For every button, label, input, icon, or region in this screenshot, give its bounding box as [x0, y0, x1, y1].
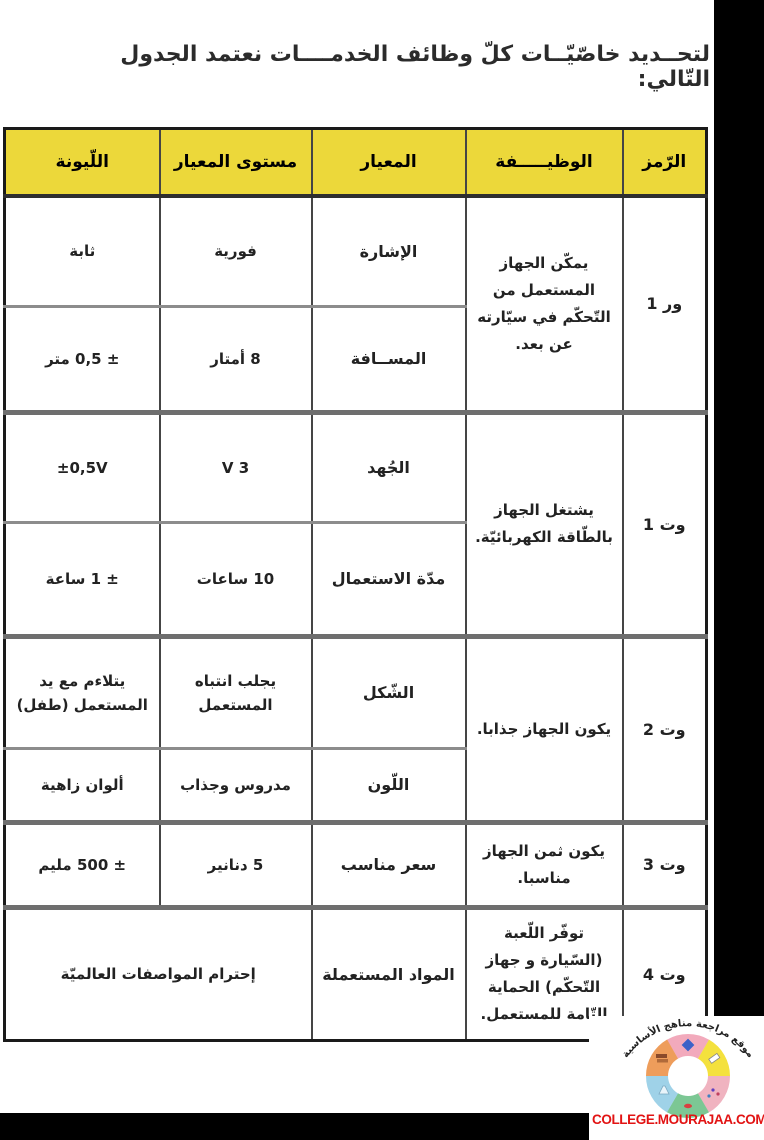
table-row: وت 2 يكون الجهاز جذابا. الشّكل يجلب انتب…: [3, 633, 708, 823]
cell-code: وت 3: [621, 819, 708, 908]
cell-flexibility: ألوان زاهية: [3, 746, 161, 823]
table-header-row: الرّمز الوظيـــــفة المعيار مستوى المعيا…: [3, 127, 708, 198]
cell-function: يكون الجهاز جذابا.: [464, 633, 624, 823]
logo-fish-icon: [684, 1103, 692, 1109]
header-flexibility: اللّيونة: [3, 127, 161, 198]
cell-level-flexibility-merged: إحترام المواصفات العالميّة: [3, 904, 313, 1041]
cell-flexibility: ± 500 مليم: [3, 819, 161, 908]
cell-flexibility: ±0,5V: [3, 409, 161, 523]
cell-level: يجلب انتباه المستعمل: [158, 633, 313, 749]
table-row: وت 1 يشتغل الجهاز بالطّاقة الكهربائيّة. …: [3, 409, 708, 637]
cell-criterion: الجُهد: [310, 409, 467, 523]
header-criterion-level: مستوى المعيار: [158, 127, 313, 198]
table-row: وت 3 يكون ثمن الجهاز مناسبا. سعر مناسب 5…: [3, 819, 708, 908]
logo-atom-icon: [707, 1094, 711, 1098]
cell-level: 5 دنانير: [158, 819, 313, 908]
cell-criterion: الإشارة: [310, 195, 467, 307]
logo-color-wheel: [646, 1034, 730, 1118]
table-row: مدّة الاستعمال 10 ساعات ± 1 ساعة: [3, 520, 707, 637]
site-logo-wheel: موقع مراجعة مناهج الأساسية: [589, 1016, 764, 1140]
table-row: ور 1 يمكّن الجهاز المستعمل من التّحكّم ف…: [3, 195, 708, 413]
cell-level: 10 ساعات: [158, 520, 313, 637]
cell-flexibility: ± 0,5 متر: [3, 304, 161, 413]
cell-flexibility: ثابة: [3, 195, 161, 307]
logo-book-icon: [657, 1059, 668, 1063]
cell-flexibility: ± 1 ساعة: [3, 520, 161, 637]
cell-function: يمكّن الجهاز المستعمل من التّحكّم في سيّ…: [464, 195, 624, 413]
cell-code: ور 1: [621, 195, 708, 413]
header-function: الوظيـــــفة: [464, 127, 624, 198]
cell-criterion: المســافة: [310, 304, 467, 413]
cell-flexibility: يتلاءم مع يد المستعمل (طفل): [3, 633, 161, 749]
cell-criterion: سعر مناسب: [310, 819, 467, 908]
table-row: وت 4 توفّر اللّعبة (السّيارة و جهاز التّ…: [3, 904, 708, 1041]
logo-atom-icon: [711, 1088, 715, 1092]
cell-criterion: مدّة الاستعمال: [310, 520, 467, 637]
cell-level: 3 V: [158, 409, 313, 523]
cell-function: يكون ثمن الجهاز مناسبا.: [464, 819, 624, 908]
site-url-label: COLLEGE.MOURAJAA.COM: [592, 1112, 764, 1127]
logo-atom-icon: [716, 1092, 720, 1096]
table-row: المســافة 8 أمتار ± 0,5 متر: [3, 304, 707, 413]
header-criterion: المعيار: [310, 127, 467, 198]
cell-level: مدروس وجذاب: [158, 746, 313, 823]
page-title: لتحــديد خاصّيّــات كلّ وظائف الخدمــــا…: [120, 42, 710, 92]
cell-code: وت 1: [621, 409, 708, 637]
cell-criterion: المواد المستعملة: [310, 904, 467, 1041]
cell-level: فورية: [158, 195, 313, 307]
cell-code: وت 2: [621, 633, 708, 823]
logo-book-icon: [656, 1054, 667, 1058]
black-bottom-strip: [0, 1113, 613, 1140]
black-right-strip: [714, 0, 764, 1016]
cell-level: 8 أمتار: [158, 304, 313, 413]
logo-pencil-icon: [708, 1052, 721, 1064]
cell-criterion: الشّكل: [310, 633, 467, 749]
cell-function: يشتغل الجهاز بالطّاقة الكهربائيّة.: [464, 409, 624, 637]
header-code: الرّمز: [621, 127, 708, 198]
table-row: اللّون مدروس وجذاب ألوان زاهية: [3, 746, 707, 823]
cell-criterion: اللّون: [310, 746, 467, 823]
specifications-table: الرّمز الوظيـــــفة المعيار مستوى المعيا…: [3, 127, 708, 1042]
logo-flask-icon: [658, 1085, 670, 1095]
